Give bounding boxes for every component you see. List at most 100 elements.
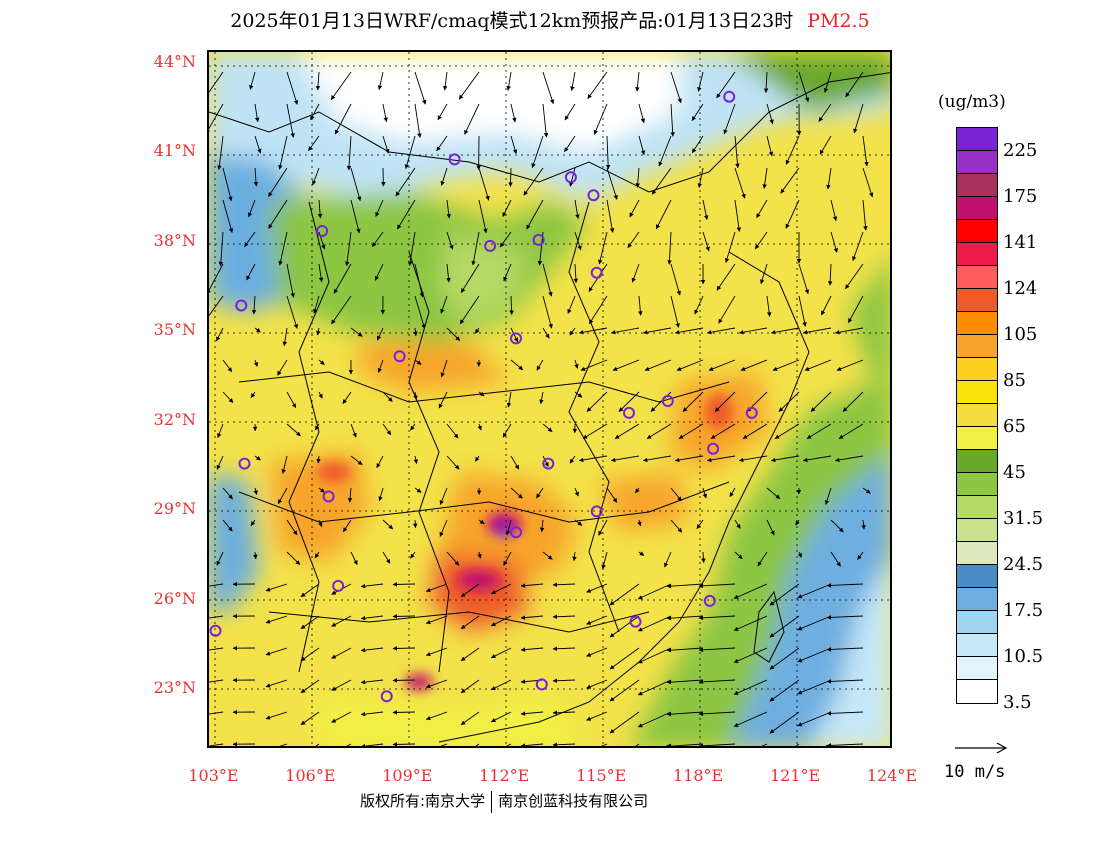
station-marker[interactable]	[393, 350, 406, 363]
wind-arrow	[439, 487, 448, 506]
wind-arrow	[802, 455, 832, 463]
wind-arrow	[637, 711, 672, 728]
wind-arrow	[845, 263, 864, 290]
station-marker[interactable]	[703, 594, 716, 607]
colorbar-level-label: 3.5	[1003, 692, 1032, 713]
wind-arrow	[838, 423, 864, 439]
wind-arrow	[670, 519, 683, 533]
wind-arrow	[834, 455, 864, 463]
station-marker[interactable]	[707, 442, 720, 455]
wind-arrow	[222, 519, 233, 532]
wind-arrow	[601, 551, 608, 570]
wind-arrow	[706, 327, 736, 335]
station-marker[interactable]	[510, 332, 522, 345]
station-marker[interactable]	[532, 233, 545, 246]
wind-arrow	[414, 359, 422, 365]
wind-arrow	[360, 647, 384, 653]
station-marker[interactable]	[723, 90, 736, 103]
wind-arrow	[458, 71, 480, 100]
wind-arrow	[539, 519, 545, 533]
wind-arrow	[510, 327, 519, 343]
wind-arrow	[520, 615, 544, 620]
wind-arrow	[425, 679, 448, 689]
station-marker[interactable]	[332, 579, 345, 592]
wind-arrow	[610, 455, 640, 463]
lon-label: 109°E	[382, 766, 433, 785]
lon-label: 106°E	[285, 766, 336, 785]
wind-arrow	[697, 167, 704, 188]
wind-arrow	[392, 614, 416, 619]
wind-arrow	[395, 167, 416, 197]
wind-arrow	[425, 615, 448, 625]
wind-arrow	[676, 359, 704, 371]
station-marker[interactable]	[629, 615, 642, 628]
colorbar-level-label: 17.5	[1003, 600, 1044, 621]
station-marker[interactable]	[587, 189, 600, 202]
wind-arrow	[222, 199, 234, 234]
wind-arrow	[209, 743, 224, 746]
station-marker[interactable]	[623, 406, 635, 419]
station-marker[interactable]	[590, 266, 603, 279]
forecast-map[interactable]	[207, 50, 892, 748]
colorbar	[956, 127, 998, 704]
wind-arrow	[666, 583, 704, 589]
wind-arrow	[209, 103, 224, 134]
lon-label: 121°E	[769, 766, 821, 785]
lat-label: 38°N	[153, 230, 196, 250]
wind-arrow	[797, 551, 802, 558]
station-marker[interactable]	[745, 406, 758, 419]
station-marker[interactable]	[209, 624, 222, 637]
wind-arrow	[425, 647, 448, 657]
wind-arrow	[785, 199, 800, 229]
colorbar-swatch	[957, 496, 997, 519]
wind-arrow	[286, 263, 295, 298]
station-marker[interactable]	[564, 171, 577, 184]
wind-arrow	[268, 199, 288, 229]
station-marker[interactable]	[542, 457, 555, 470]
wind-arrow	[360, 615, 384, 621]
station-marker[interactable]	[661, 395, 674, 407]
wind-arrow	[826, 615, 864, 620]
station-marker[interactable]	[380, 690, 393, 703]
lat-label: 26°N	[153, 588, 196, 608]
wind-arrow	[510, 359, 524, 371]
wind-arrow	[729, 487, 736, 498]
wind-arrow	[397, 199, 416, 230]
wind-arrow	[377, 359, 384, 373]
wind-arrow	[798, 71, 810, 103]
wind-arrow	[569, 455, 576, 464]
wind-arrow	[578, 327, 608, 335]
wind-arrow	[780, 167, 800, 194]
wind-arrow	[253, 167, 259, 187]
wind-arrow	[312, 167, 320, 186]
wind-arrow	[574, 391, 583, 398]
station-marker[interactable]	[238, 457, 251, 470]
wind-arrow	[382, 551, 391, 564]
station-marker[interactable]	[448, 153, 461, 166]
station-marker[interactable]	[316, 225, 329, 237]
station-marker[interactable]	[484, 239, 497, 252]
wind-arrow	[440, 295, 448, 314]
station-marker[interactable]	[590, 505, 603, 518]
wind-arrow	[438, 391, 448, 409]
station-marker[interactable]	[322, 490, 335, 503]
wind-arrow	[754, 231, 768, 250]
wind-arrow	[316, 455, 321, 464]
wind-arrow	[471, 231, 480, 266]
wind-arrow	[638, 103, 646, 124]
colorbar-swatch	[957, 128, 997, 151]
station-marker[interactable]	[235, 299, 248, 312]
wind-arrow	[254, 327, 261, 333]
colorbar-swatch	[957, 450, 997, 473]
wind-arrow	[209, 263, 224, 295]
colorbar-swatch	[957, 427, 997, 450]
station-marker[interactable]	[510, 526, 522, 539]
wind-arrow	[598, 519, 608, 536]
map-title: 2025年01月13日WRF/cmaq模式12km预报产品:01月13日23时 P…	[0, 6, 1100, 36]
wind-arrow	[644, 359, 672, 371]
wind-arrow	[279, 743, 288, 746]
colorbar-swatch	[957, 565, 997, 588]
station-marker[interactable]	[535, 678, 548, 691]
wind-arrow	[460, 679, 480, 694]
wind-arrow	[569, 327, 576, 336]
